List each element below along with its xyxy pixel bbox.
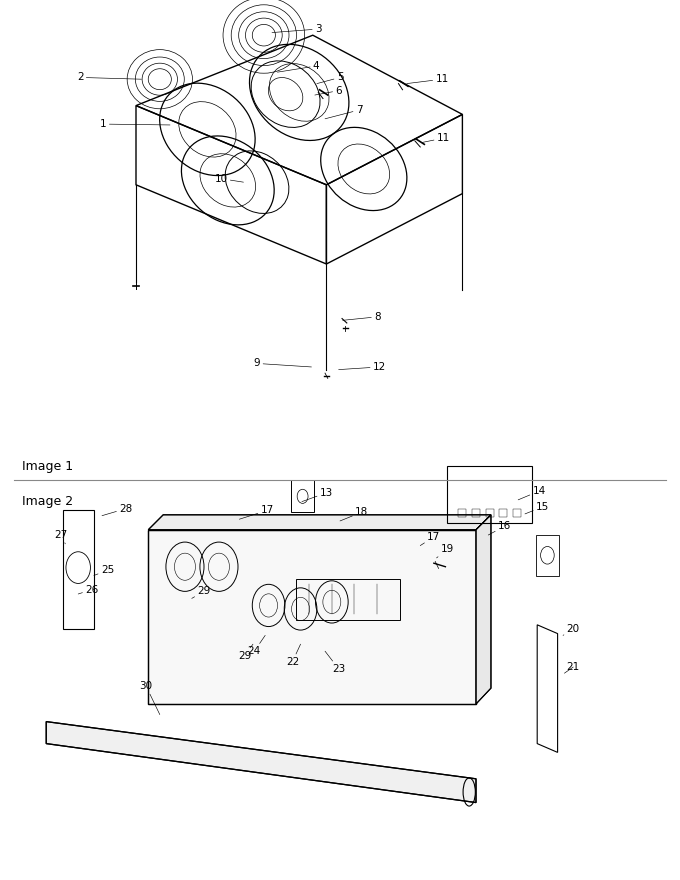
Text: 10: 10: [214, 173, 243, 184]
Polygon shape: [148, 515, 491, 530]
Text: 24: 24: [248, 635, 265, 656]
Polygon shape: [476, 515, 491, 704]
Text: 1: 1: [100, 119, 170, 129]
Text: 17: 17: [420, 532, 441, 546]
Text: 27: 27: [54, 530, 68, 544]
Text: 17: 17: [239, 505, 274, 519]
Text: 29: 29: [192, 586, 211, 598]
Text: Image 2: Image 2: [22, 495, 73, 509]
Text: 19: 19: [437, 544, 454, 558]
Text: 30: 30: [139, 681, 160, 715]
Text: 28: 28: [102, 503, 133, 516]
Text: 14: 14: [518, 486, 546, 500]
Text: 2: 2: [77, 72, 141, 83]
Text: 9: 9: [254, 358, 311, 369]
Polygon shape: [148, 530, 476, 704]
Text: 26: 26: [78, 584, 99, 595]
Text: 21: 21: [564, 662, 580, 673]
Text: 11: 11: [422, 133, 450, 143]
Text: 3: 3: [272, 24, 322, 34]
Text: 15: 15: [525, 502, 549, 514]
Text: 6: 6: [315, 85, 342, 96]
Text: 18: 18: [340, 507, 369, 521]
Text: 7: 7: [325, 105, 362, 119]
Text: 4: 4: [277, 61, 320, 72]
Text: 5: 5: [317, 72, 343, 84]
Text: 13: 13: [302, 488, 333, 502]
Text: 11: 11: [407, 74, 449, 84]
Text: 23: 23: [325, 651, 345, 674]
Text: 22: 22: [286, 644, 301, 667]
Polygon shape: [46, 722, 476, 803]
Text: 25: 25: [94, 565, 114, 576]
Text: 12: 12: [339, 362, 386, 372]
Text: 29: 29: [238, 644, 253, 661]
Text: 8: 8: [343, 312, 381, 322]
Text: 20: 20: [563, 624, 580, 635]
Text: Image 1: Image 1: [22, 459, 73, 473]
Text: 16: 16: [488, 521, 511, 535]
